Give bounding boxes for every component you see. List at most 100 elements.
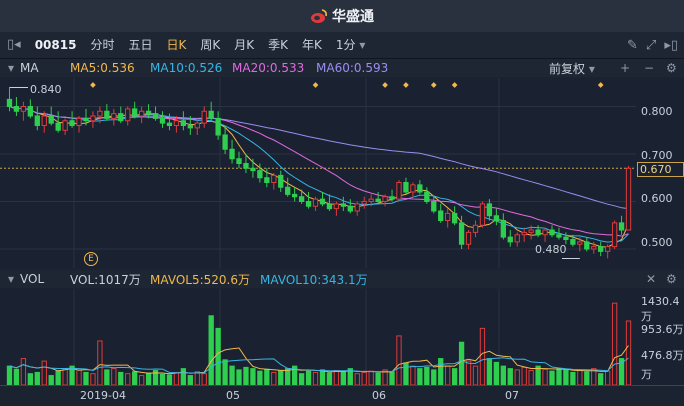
volume-bar: [76, 369, 82, 386]
candle-body: [319, 198, 326, 205]
vol-collapse-icon[interactable]: ▾: [8, 272, 15, 286]
candle-body: [326, 203, 333, 210]
draw-pen-icon[interactable]: ✎: [627, 37, 638, 53]
tab-five-day[interactable]: 五日: [128, 38, 153, 52]
stock-code[interactable]: 00815: [34, 38, 77, 52]
volume-bar: [611, 302, 618, 386]
tab-intraday[interactable]: 分时: [90, 38, 115, 52]
candle-body: [514, 234, 520, 243]
add-indicator-icon[interactable]: +: [620, 61, 631, 75]
candle-body: [291, 193, 298, 198]
candle-body: [445, 212, 451, 221]
ma60-line: [9, 106, 629, 210]
minute-select[interactable]: 1分 ▾: [329, 32, 373, 58]
candle-body: [410, 184, 416, 193]
candle-body: [264, 177, 270, 183]
candle-body: [507, 236, 513, 243]
collapse-icon[interactable]: ▸▯: [664, 37, 678, 53]
price-chart[interactable]: 0.800 0.700 0.600 0.500 0.670 0.840 0.48…: [0, 78, 684, 268]
candle-body: [132, 108, 138, 117]
mavol10-line: [9, 357, 629, 374]
volume-bar: [208, 315, 214, 386]
settings-gear-icon[interactable]: ⚙: [666, 61, 677, 75]
candle-body: [368, 198, 374, 202]
close-panel-icon[interactable]: ✕: [646, 272, 657, 286]
volume-bar: [298, 373, 305, 386]
volume-bar: [83, 371, 89, 386]
candle-body: [27, 106, 34, 117]
candle-body: [417, 184, 423, 193]
candle-body: [424, 191, 430, 202]
volume-bar: [271, 371, 277, 386]
tab-yearly-k[interactable]: 年K: [301, 38, 322, 52]
candle-body: [493, 215, 500, 221]
tab-weekly-k[interactable]: 周K: [200, 38, 221, 52]
volume-bar: [458, 341, 465, 386]
candle-body: [312, 198, 319, 207]
price-tick-0800: 0.800: [641, 105, 673, 118]
candle-body: [305, 201, 312, 207]
volume-bar: [159, 373, 166, 386]
candle-body: [55, 122, 61, 131]
volume-bar: [507, 368, 513, 386]
sidebar-toggle-icon[interactable]: ▯◂: [7, 37, 21, 52]
vol-tick-low: 476.8万: [641, 349, 684, 362]
volume-bar: [445, 365, 451, 386]
tab-quarterly-k[interactable]: 季K: [268, 38, 288, 52]
current-price-tag: 0.670: [637, 162, 684, 177]
volume-bar: [549, 370, 555, 386]
ma-collapse-icon[interactable]: ▾: [8, 61, 15, 75]
candle-body: [556, 234, 562, 238]
brand-name: 华盛通: [332, 9, 374, 25]
vol-settings-gear-icon[interactable]: ⚙: [666, 272, 677, 286]
candle-body: [271, 174, 277, 183]
candle-body: [584, 241, 590, 250]
candle-body: [333, 203, 340, 210]
remove-indicator-icon[interactable]: −: [644, 61, 655, 75]
candle-body: [465, 231, 472, 245]
event-diamond-icon: [451, 82, 458, 88]
volume-bar: [403, 362, 409, 386]
period-toolbar: ▯◂ 00815 分时 五日 日K 周K 月K 季K 年K 1分 ▾ ✎ ⤢ ▸…: [0, 32, 684, 59]
candle-body: [500, 220, 506, 238]
volume-bar: [243, 366, 249, 386]
vol-tick-mid: 953.6万: [641, 323, 684, 336]
candle-body: [542, 229, 548, 236]
candle-body: [298, 196, 305, 202]
candle-body: [69, 120, 75, 126]
volume-bar: [354, 373, 360, 386]
candle-body: [577, 241, 583, 245]
candle-body: [152, 113, 159, 119]
mavol5-value: MAVOL5:520.6万: [150, 272, 250, 287]
candle-body: [451, 212, 458, 224]
fullscreen-icon[interactable]: ⤢: [645, 37, 657, 53]
ma10-value: MA10:0.526: [150, 61, 223, 75]
volume-bar: [465, 360, 472, 386]
candle-body: [278, 174, 284, 188]
brand: 华盛通: [310, 6, 374, 26]
ma-header: ▾ MA MA5:0.536 MA10:0.526 MA20:0.533 MA6…: [0, 59, 684, 77]
volume-bar: [180, 368, 187, 386]
volume-bar: [326, 372, 333, 386]
volume-bar: [333, 370, 340, 386]
volume-bar: [410, 365, 416, 386]
volume-bar: [132, 371, 138, 386]
volume-bar: [424, 366, 430, 386]
event-marker-icon[interactable]: E: [84, 252, 98, 266]
volume-bar: [570, 371, 576, 386]
volume-bar: [493, 361, 500, 386]
volume-bar: [375, 372, 381, 386]
vol-title: VOL: [20, 272, 45, 286]
volume-chart[interactable]: 1430.4万 953.6万 476.8万 万: [0, 289, 684, 386]
volume-bar: [104, 369, 110, 386]
ma20-line: [9, 106, 629, 237]
volume-bar: [194, 371, 200, 386]
tab-monthly-k[interactable]: 月K: [234, 38, 255, 52]
candle-body: [250, 167, 256, 172]
volume-bar: [305, 370, 312, 386]
tab-daily-k[interactable]: 日K: [166, 38, 187, 52]
candle-body: [215, 117, 221, 136]
minute-select-value: 1分: [335, 38, 356, 52]
adjust-select[interactable]: 前复权 ▾: [549, 60, 595, 77]
candle-body: [180, 120, 187, 126]
